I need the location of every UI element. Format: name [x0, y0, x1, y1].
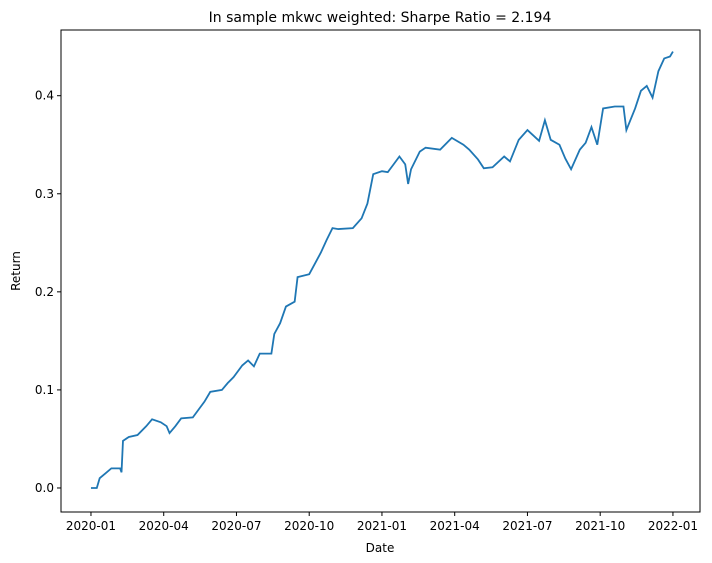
chart-title: In sample mkwc weighted: Sharpe Ratio = … — [209, 10, 552, 26]
x-tick-label: 2021-10 — [575, 519, 625, 533]
x-tick-label: 2021-01 — [357, 519, 407, 533]
y-tick-label: 0.4 — [35, 89, 54, 103]
y-tick-label: 0.1 — [35, 383, 54, 397]
y-tick-label: 0.0 — [35, 481, 54, 495]
x-tick-label: 2020-10 — [284, 519, 334, 533]
x-tick-label: 2021-04 — [430, 519, 480, 533]
x-tick-label: 2021-07 — [502, 519, 552, 533]
line-series — [90, 51, 674, 489]
x-tick-label: 2020-01 — [66, 519, 116, 533]
y-tick-label: 0.2 — [35, 285, 54, 299]
y-axis-label: Return — [9, 251, 23, 291]
x-axis-label: Date — [366, 541, 395, 555]
y-tick-label: 0.3 — [35, 187, 54, 201]
x-tick-label: 2020-07 — [211, 519, 261, 533]
x-tick-label: 2020-04 — [139, 519, 189, 533]
axes-frame — [60, 29, 701, 513]
x-tick-label: 2022-01 — [648, 519, 698, 533]
